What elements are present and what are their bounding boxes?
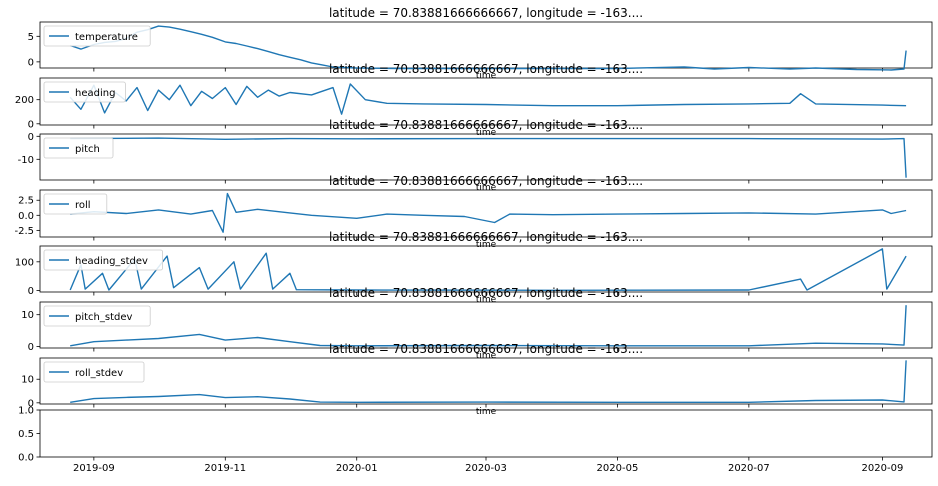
x-tick-label: 2020-01 bbox=[336, 463, 378, 474]
legend-box bbox=[43, 137, 114, 159]
x-axis-label: time bbox=[476, 71, 497, 81]
x-tick-label: 2019-11 bbox=[204, 463, 246, 474]
x-axis-label: time bbox=[476, 407, 497, 417]
series-line-roll_stdev bbox=[70, 360, 907, 403]
x-tick-label: 2020-09 bbox=[862, 463, 904, 474]
panel-title: latitude = 70.83881666666667, longitude … bbox=[329, 6, 643, 20]
y-tick-label: 5 bbox=[28, 32, 34, 43]
y-tick-label: 0 bbox=[28, 57, 34, 68]
series-line-roll bbox=[70, 192, 907, 233]
legend-box bbox=[43, 305, 151, 327]
y-tick-label: 0 bbox=[28, 342, 34, 353]
y-tick-label: 200 bbox=[15, 95, 34, 106]
y-tick-label: 100 bbox=[15, 257, 34, 268]
y-tick-label: 0 bbox=[28, 119, 34, 130]
series-line-pitch bbox=[70, 137, 907, 178]
x-axis-label: time bbox=[476, 240, 497, 250]
y-tick-label: 10 bbox=[21, 375, 34, 386]
y-tick-label: -2.5 bbox=[14, 226, 34, 237]
y-tick-label: 10 bbox=[21, 310, 34, 321]
panel-title: latitude = 70.83881666666667, longitude … bbox=[329, 62, 643, 76]
legend-label: heading bbox=[75, 88, 115, 99]
legend-label: roll bbox=[75, 200, 91, 211]
x-tick-label: 2019-09 bbox=[73, 463, 115, 474]
legend-label: pitch_stdev bbox=[75, 312, 133, 323]
x-tick-label: 2020-03 bbox=[465, 463, 507, 474]
axes-frame bbox=[39, 409, 933, 458]
legend-box bbox=[43, 81, 126, 103]
legend-box bbox=[43, 193, 108, 215]
legend-label: roll_stdev bbox=[75, 368, 123, 379]
y-tick-label: 0 bbox=[28, 398, 34, 409]
y-tick-label: 0 bbox=[28, 132, 34, 143]
axes-frame bbox=[39, 357, 933, 405]
legend-label: temperature bbox=[75, 32, 138, 43]
y-tick-label: 2.5 bbox=[18, 196, 34, 207]
legend-box bbox=[43, 249, 163, 271]
series-line-heading bbox=[69, 83, 907, 115]
series-line-pitch_stdev bbox=[70, 305, 907, 347]
panel-title: latitude = 70.83881666666667, longitude … bbox=[329, 342, 643, 356]
x-tick-label: 2020-05 bbox=[597, 463, 639, 474]
y-tick-label: 0.5 bbox=[18, 429, 34, 440]
legend-box bbox=[43, 25, 151, 47]
y-tick-label: 0 bbox=[28, 286, 34, 297]
x-axis-label: time bbox=[476, 183, 497, 193]
panel-title: latitude = 70.83881666666667, longitude … bbox=[329, 230, 643, 244]
legend-label: heading_stdev bbox=[75, 256, 148, 267]
y-tick-label: 0.0 bbox=[18, 453, 34, 464]
x-axis-label: time bbox=[476, 295, 497, 305]
x-tick-label: 2020-07 bbox=[728, 463, 770, 474]
y-tick-label: 0.0 bbox=[18, 211, 34, 222]
x-axis-label: time bbox=[476, 128, 497, 138]
y-tick-label: -10 bbox=[18, 155, 34, 166]
panel-title: latitude = 70.83881666666667, longitude … bbox=[329, 118, 643, 132]
panel-title: latitude = 70.83881666666667, longitude … bbox=[329, 286, 643, 300]
x-axis-label: time bbox=[476, 351, 497, 361]
panel-title: latitude = 70.83881666666667, longitude … bbox=[329, 174, 643, 188]
legend-box bbox=[43, 361, 145, 383]
y-tick-label: 1.0 bbox=[18, 406, 34, 417]
legend-label: pitch bbox=[75, 144, 100, 155]
series-line-heading_stdev bbox=[69, 248, 907, 291]
